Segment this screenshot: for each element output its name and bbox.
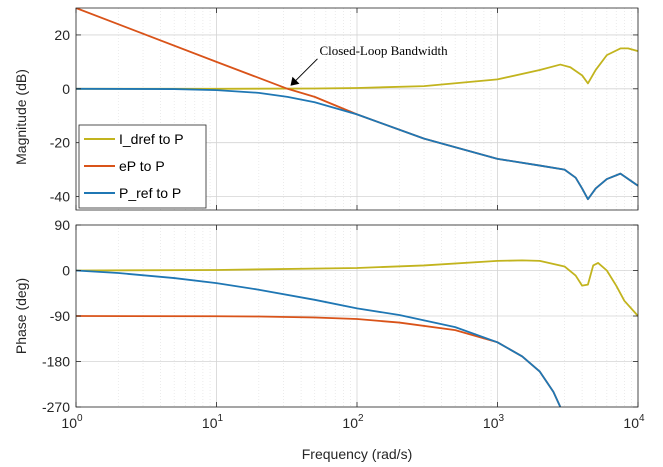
x-tick-label: 103: [483, 413, 505, 431]
x-tick-labels: 100 101 102 103 104: [61, 413, 645, 431]
series-line-0: [76, 47, 638, 90]
legend-label: eP to P: [119, 158, 165, 174]
y-tick-label: -40: [50, 189, 70, 205]
series-line-0: [76, 259, 638, 317]
axis-labels: Magnitude (dB) Phase (deg) Frequency (ra…: [13, 69, 412, 462]
y-tick-label: 90: [54, 217, 70, 233]
legend-label: I_dref to P: [119, 131, 184, 147]
y-tick-label: 0: [62, 263, 70, 279]
y-tick-label: -270: [42, 399, 70, 415]
bandwidth-annotation: Closed-Loop Bandwidth: [290, 43, 448, 86]
y-tick-label: -20: [50, 135, 70, 151]
y-tick-label: 20: [54, 27, 70, 43]
annotation-text: Closed-Loop Bandwidth: [319, 43, 448, 58]
y-tick-label: -180: [42, 354, 70, 370]
series-line-2: [76, 87, 638, 201]
magnitude-axis-label: Magnitude (dB): [13, 69, 29, 165]
y-tick-label: -90: [50, 308, 70, 324]
legend-label: P_ref to P: [119, 185, 181, 201]
x-tick-label: 104: [623, 413, 645, 431]
annotation-arrow-head: [290, 76, 300, 86]
series-line-2: [76, 269, 562, 407]
x-tick-label: 100: [61, 413, 83, 431]
magnitude-panel: 20 0 -20 -40 Closed-Loop Bandwidth I_dref to …: [50, 7, 639, 211]
frequency-axis-label: Frequency (rad/s): [302, 446, 412, 462]
y-tick-label: 0: [62, 81, 70, 97]
x-tick-label: 101: [202, 413, 224, 431]
legend: I_dref to P eP to P P_ref to P: [78, 124, 207, 209]
phase-axis-label: Phase (deg): [13, 278, 29, 354]
x-tick-label: 102: [342, 413, 364, 431]
